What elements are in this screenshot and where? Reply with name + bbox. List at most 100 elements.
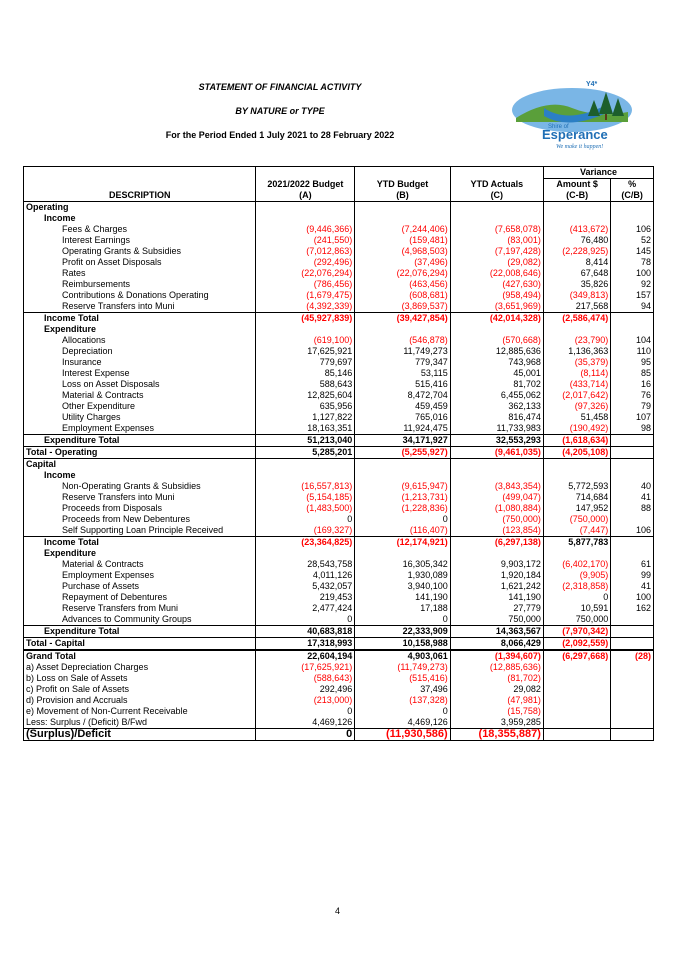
ytd-actuals-cell: (83,001) (450, 235, 544, 246)
ytd-budget-cell: 4,903,061 (354, 650, 451, 662)
variance-pct-cell: 78 (610, 257, 654, 268)
table-row: Depreciation 17,625,921 11,749,273 12,885,6… (22, 346, 654, 357)
variance-pct-cell (610, 213, 654, 224)
ytd-actuals-cell: (123,854) (450, 525, 544, 537)
ytd-budget-cell: 0 (354, 514, 451, 525)
ytd-budget-cell: 765,016 (354, 412, 451, 423)
budget-cell (255, 201, 356, 213)
variance-amount-cell: (6,297,668) (543, 650, 612, 662)
ytd-budget-cell: 4,469,126 (354, 717, 451, 729)
variance-pct-cell: 95 (610, 357, 654, 368)
variance-pct-cell (610, 470, 654, 481)
ytd-actuals-cell: (7,658,078) (450, 224, 544, 235)
table-row: Income Total (45,927,839) (39,427,854) (42,… (22, 312, 654, 324)
variance-amount-cell: (6,402,170) (543, 559, 612, 570)
row-label: Reimbursements (22, 279, 257, 290)
ytd-actuals-cell: (427,630) (450, 279, 544, 290)
ytd-actuals-cell: 45,001 (450, 368, 544, 379)
ytd-actuals-cell (450, 548, 544, 559)
ytd-budget-cell (354, 649, 451, 651)
ytd-actuals-cell: 32,553,293 (450, 434, 544, 446)
budget-cell: (5,154,185) (255, 492, 356, 503)
variance-amount-cell (543, 649, 612, 651)
statement-title: STATEMENT OF FINANCIAL ACTIVITY (198, 82, 362, 92)
ytd-actuals-cell: 9,903,172 (450, 559, 544, 570)
ytd-budget-cell: 11,749,273 (354, 346, 451, 357)
logo-tagline: We make it happen! (556, 144, 603, 150)
table-row: Other Expenditure 635,956 459,459 362,133 (9… (22, 401, 654, 412)
page-number: 4 (334, 906, 340, 916)
table-row: Reserve Transfers into Muni (4,392,339) (3… (22, 301, 654, 313)
variance-pct-cell (610, 446, 654, 459)
row-label: Expenditure (22, 324, 257, 335)
row-label: Self Supporting Loan Principle Received (22, 525, 257, 537)
budget-cell: (241,550) (255, 235, 356, 246)
ytd-budget-cell: 515,416 (354, 379, 451, 390)
table-row: Capital (22, 459, 654, 470)
table-row: Utility Charges 1,127,822 765,016 816,474 51… (22, 412, 654, 423)
row-label: Reserve Transfers into Muni (22, 301, 257, 313)
row-label: Grand Total (22, 650, 257, 662)
variance-pct-cell (610, 625, 654, 637)
variance-pct-cell: 79 (610, 401, 654, 412)
budget-cell: (588,643) (255, 673, 356, 684)
variance-amount-cell (543, 324, 612, 335)
variance-amount-cell: (2,318,858) (543, 581, 612, 592)
budget-cell: (7,012,863) (255, 246, 356, 257)
variance-amount-cell: 76,480 (543, 235, 612, 246)
variance-pct-cell: 104 (610, 335, 654, 346)
ytd-budget-cell: (5,255,927) (354, 446, 451, 459)
table-row: Reserve Transfers from Muni 2,477,424 17,1… (22, 603, 654, 614)
budget-cell (255, 458, 356, 459)
row-label: Depreciation (22, 346, 257, 357)
table-body: Operating Income Fees & Charges (9,446,366)… (22, 201, 654, 741)
variance-pct-cell: 92 (610, 279, 654, 290)
budget-cell: (1,679,475) (255, 290, 356, 301)
ytd-actuals-cell: (958,494) (450, 290, 544, 301)
ytd-budget-cell (354, 213, 451, 224)
row-label: c) Profit on Sale of Assets (22, 684, 257, 695)
ytd-actuals-cell: (29,082) (450, 257, 544, 268)
ytd-budget-cell: (12,174,921) (354, 536, 451, 548)
variance-amount-cell: 217,568 (543, 301, 612, 313)
statement-period: For the Period Ended 1 July 2021 to 28 F… (165, 130, 395, 140)
ytd-actuals-cell (450, 459, 544, 470)
variance-amount-cell: 51,458 (543, 412, 612, 423)
variance-amount-cell (543, 673, 612, 684)
budget-cell: (292,496) (255, 257, 356, 268)
variance-pct-cell (610, 614, 654, 626)
ytd-actuals-cell (450, 458, 544, 459)
row-label: Insurance (22, 357, 257, 368)
budget-cell: 17,318,993 (255, 637, 356, 650)
ytd-budget-cell: 8,472,704 (354, 390, 451, 401)
variance-pct-cell (610, 662, 654, 673)
variance-amount-cell: (2,017,642) (543, 390, 612, 401)
variance-pct-cell: 85 (610, 368, 654, 379)
budget-cell: 292,496 (255, 684, 356, 695)
variance-amount-cell: (35,379) (543, 357, 612, 368)
table-row: Operating Grants & Subsidies (7,012,863)(… (22, 246, 654, 257)
table-row: Fees & Charges (9,446,366) (7,244,406) (7,6… (22, 224, 654, 235)
variance-pct-cell (610, 548, 654, 559)
variance-pct-cell: (28) (610, 650, 654, 662)
ytd-budget-cell: (137,328) (354, 695, 451, 706)
budget-cell: 22,604,194 (255, 650, 356, 662)
ytd-budget-cell: (7,244,406) (354, 224, 451, 235)
ytd-budget-cell: 37,496 (354, 684, 451, 695)
variance-pct-cell (610, 514, 654, 525)
budget-cell: 5,432,057 (255, 581, 356, 592)
ytd-actuals-cell: 362,133 (450, 401, 544, 412)
ytd-budget-cell: (1,213,731) (354, 492, 451, 503)
ytd-budget-cell: (3,869,537) (354, 301, 451, 313)
table-row: Employment Expenses 18,163,351 11,924,475 1… (22, 423, 654, 435)
table-row: Expenditure (22, 548, 654, 559)
budget-cell: (213,000) (255, 695, 356, 706)
ytd-budget-cell (354, 470, 451, 481)
variance-amount-cell (543, 213, 612, 224)
ytd-actuals-cell: 743,968 (450, 357, 544, 368)
table-row: Rates (22,076,294) (22,076,294) (22,008,646… (22, 268, 654, 279)
variance-amount-cell (543, 684, 612, 695)
ytd-actuals-cell (450, 201, 544, 213)
row-label: Material & Contracts (22, 559, 257, 570)
budget-cell: 4,011,126 (255, 570, 356, 581)
